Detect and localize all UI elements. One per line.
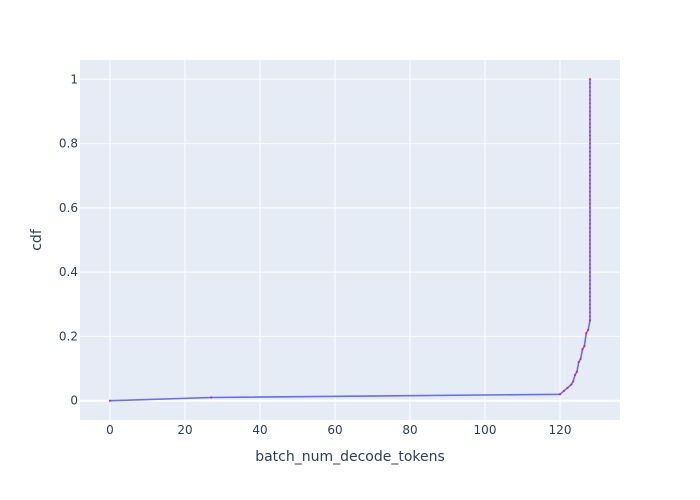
data-point [589,110,591,113]
data-point [589,295,591,298]
data-point [589,311,591,314]
data-point [589,158,591,161]
data-point [589,82,591,85]
data-point [575,370,578,373]
data-point [589,210,591,213]
data-point [572,380,575,383]
data-point [589,130,591,133]
data-point [589,94,591,97]
data-point [589,122,591,125]
y-tick-label: 0.4 [59,265,78,279]
data-point [589,263,591,266]
data-point [589,114,591,117]
data-point [562,389,565,393]
data-point [589,86,591,89]
x-tick-label: 100 [474,423,497,437]
data-point [589,198,591,201]
y-tick-label: 0 [70,394,78,408]
x-tick-label: 20 [177,423,192,437]
data-point [589,259,591,261]
data-point [589,142,591,145]
plot-background [80,60,620,420]
x-tick-label: 120 [549,423,572,437]
data-point [589,146,591,149]
data-point [570,383,573,386]
x-tick-label: 40 [252,423,267,437]
data-point [589,223,591,225]
grid-lines [80,60,620,420]
data-point [589,106,591,109]
data-point [579,357,582,361]
data-point [589,267,591,270]
data-point [573,373,577,377]
data-point [587,328,590,332]
data-point [589,291,591,294]
data-point [589,178,591,181]
data-point [588,78,592,81]
x-tick-label: 60 [327,423,342,437]
data-point [589,239,591,241]
data-point [589,283,591,286]
data-point [589,231,591,233]
data-point [566,386,569,389]
x-tick-labels: 0 20 40 60 80 100 120 [106,423,571,437]
data-point [589,227,591,229]
data-point [585,332,588,335]
data-point [589,315,591,318]
data-point [589,206,591,209]
data-point [589,299,591,302]
data-point [558,393,562,396]
data-point [589,235,591,237]
data-point [589,251,591,253]
data-point [589,214,591,217]
y-tick-labels: 0 0.2 0.4 0.6 0.8 1 [59,72,78,407]
data-point [589,166,591,169]
data-series [108,78,592,402]
data-point [589,255,591,257]
y-tick-label: 0.6 [59,201,78,215]
data-point [589,219,591,221]
data-point [589,186,591,189]
y-axis-title: cdf [29,228,45,251]
data-point [589,194,591,197]
x-tick-label: 80 [402,423,417,437]
data-point [589,154,591,157]
data-point [589,174,591,177]
y-tick-label: 0.8 [59,137,78,151]
data-point [589,202,591,205]
data-point [589,247,591,249]
data-point [589,98,591,101]
x-axis-title: batch_num_decode_tokens [255,449,445,465]
y-tick-label: 0.2 [59,329,78,343]
data-point [589,134,591,137]
data-point [589,243,591,245]
data-point [589,275,591,278]
data-point [577,361,580,364]
data-point [589,90,591,93]
data-point [583,344,586,348]
data-point [589,138,591,141]
data-point [589,170,591,173]
data-point [589,182,591,185]
data-point [589,190,591,193]
data-point [210,396,213,399]
data-point [589,287,591,290]
data-point [589,162,591,165]
data-point [589,279,591,282]
data-point [589,102,591,105]
data-point [589,307,591,310]
y-tick-label: 1 [70,72,78,86]
data-point [589,150,591,153]
data-point [589,303,591,306]
x-tick-label: 0 [106,423,114,437]
data-point [581,348,584,351]
data-point [589,118,591,121]
data-point [589,126,591,129]
data-point [588,319,592,322]
data-point [108,399,112,402]
data-point [589,271,591,274]
